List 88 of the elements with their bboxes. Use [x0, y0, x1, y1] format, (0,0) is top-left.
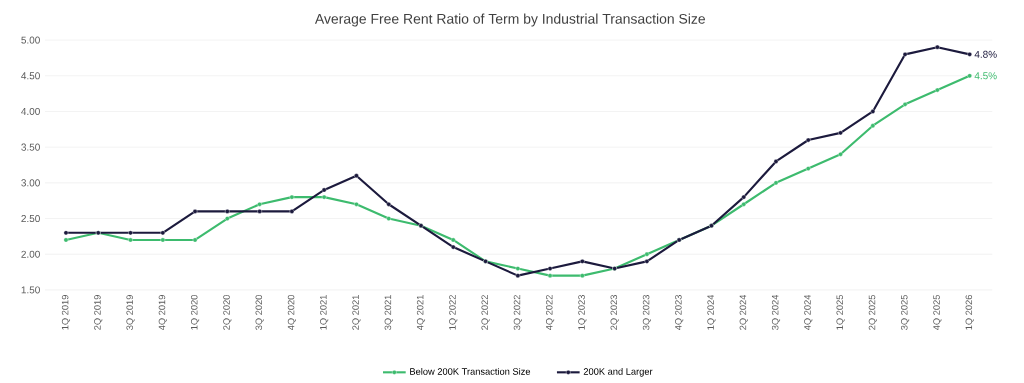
- point: [838, 152, 843, 157]
- x-tick-label: 3Q 2023: [642, 295, 652, 330]
- point: [289, 209, 295, 214]
- point: [63, 237, 69, 243]
- y-tick-label: 2.50: [21, 215, 40, 223]
- point: [257, 209, 262, 214]
- x-tick-label: 1Q 2020: [190, 295, 200, 330]
- point: [902, 102, 908, 107]
- y-tick-label: 5.00: [21, 36, 40, 44]
- point: [128, 230, 133, 236]
- x-tick-label: 3Q 2022: [513, 295, 522, 330]
- x-tick-label: 4Q 2022: [545, 295, 555, 331]
- point: [805, 166, 811, 171]
- annotation: 4.8%: [974, 50, 997, 58]
- y-tick-label: 4.00: [21, 107, 40, 116]
- point: [935, 44, 940, 50]
- point: [935, 87, 940, 93]
- x-tick-label: 2Q 2024: [739, 294, 748, 330]
- point: [870, 123, 876, 129]
- x-tick-label: 1Q 2023: [578, 295, 587, 330]
- point: [515, 266, 521, 271]
- point: [644, 259, 650, 264]
- x-tick-label: 2Q 2019: [94, 295, 103, 330]
- point: [515, 273, 521, 279]
- x-tick-label: 4Q 2025: [933, 295, 942, 331]
- point: [838, 130, 843, 136]
- point: [192, 237, 198, 243]
- y-tick-label: 3.50: [21, 143, 40, 151]
- point: [160, 230, 166, 236]
- x-tick-label: 1Q 2019: [61, 295, 71, 330]
- point: [741, 194, 747, 200]
- x-tick-label: 1Q 2026: [965, 295, 974, 330]
- chart-title: Average Free Rent Ratio of Term by Industrial Transaction Size: [314, 13, 705, 27]
- point: [128, 237, 133, 243]
- point: [967, 52, 972, 57]
- x-tick-label: 3Q 2025: [901, 295, 910, 330]
- y-tick-label: 1.50: [21, 286, 40, 294]
- point: [386, 216, 392, 221]
- point: [257, 201, 262, 207]
- x-tick-label: 4Q 2021: [416, 295, 426, 331]
- point: [773, 159, 779, 164]
- x-tick-label: 3Q 2021: [384, 295, 393, 330]
- point: [63, 230, 69, 236]
- point: [354, 201, 359, 207]
- point: [902, 52, 908, 57]
- x-tick-label: 2Q 2023: [610, 295, 619, 330]
- x-tick-label: 3Q 2019: [126, 295, 135, 330]
- x-tick-label: 2Q 2022: [481, 295, 490, 330]
- point: [225, 216, 230, 221]
- point: [160, 237, 166, 243]
- x-tick-label: 4Q 2023: [675, 295, 684, 331]
- x-tick-label: 1Q 2025: [836, 295, 845, 330]
- point: [741, 201, 747, 207]
- x-tick-label: 1Q 2024: [707, 294, 716, 330]
- x-tick-label: 2Q 2021: [352, 295, 361, 330]
- x-tick-label: 1Q 2021: [320, 295, 329, 330]
- x-tick-label: 1Q 2022: [449, 295, 458, 330]
- legend-label: Below 200K Transaction Size: [410, 368, 531, 375]
- point: [289, 194, 295, 200]
- point: [321, 194, 327, 200]
- x-tick-label: 3Q 2024: [771, 294, 781, 330]
- point: [805, 137, 811, 143]
- point: [967, 73, 972, 79]
- legend-label: 200K and Larger: [583, 368, 653, 377]
- point: [450, 237, 456, 243]
- point: [354, 173, 359, 179]
- point: [450, 244, 456, 250]
- y-tick-label: 3.00: [21, 179, 40, 187]
- x-tick-label: 2Q 2020: [223, 295, 232, 330]
- point: [192, 209, 198, 214]
- y-tick-label: 2.00: [21, 250, 40, 258]
- y-tick-label: 4.50: [21, 72, 40, 80]
- point: [386, 201, 392, 207]
- point: [870, 109, 876, 114]
- point: [580, 273, 585, 279]
- x-tick-label: 4Q 2024: [804, 294, 813, 331]
- x-tick-label: 2Q 2025: [868, 295, 877, 330]
- x-tick-label: 3Q 2020: [255, 295, 264, 330]
- point: [773, 180, 779, 186]
- point: [321, 187, 327, 193]
- point: [644, 251, 650, 257]
- point: [547, 266, 553, 271]
- x-tick-label: 4Q 2019: [158, 295, 167, 331]
- point: [225, 209, 230, 214]
- point: [547, 273, 553, 279]
- point: [580, 259, 585, 264]
- x-tick-label: 4Q 2020: [287, 295, 297, 331]
- annotation: 4.5%: [974, 72, 997, 80]
